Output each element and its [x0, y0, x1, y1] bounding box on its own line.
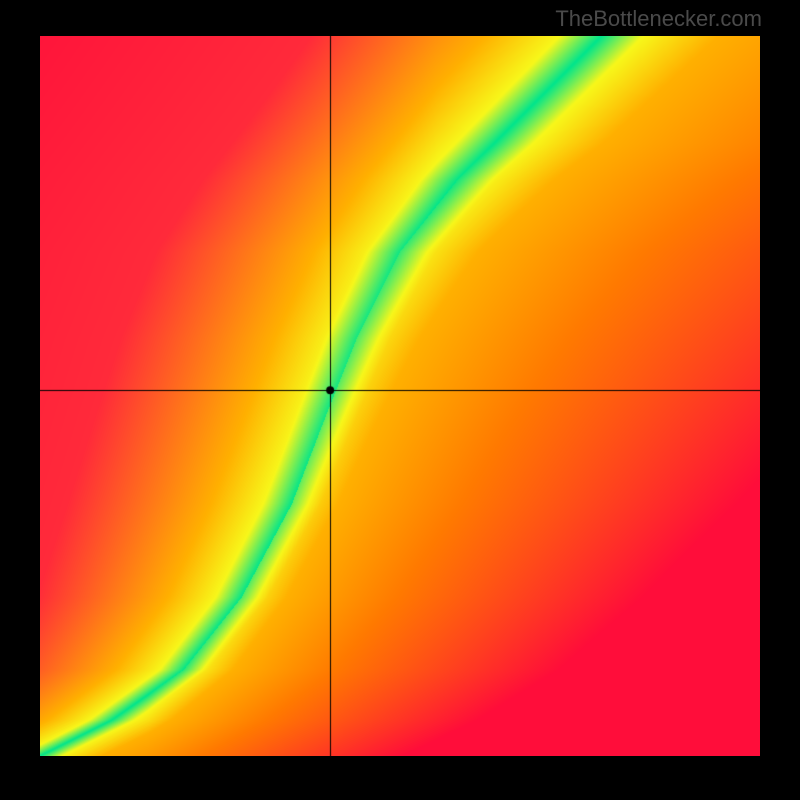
- watermark-text: TheBottlenecker.com: [555, 6, 762, 32]
- heatmap-canvas: [40, 36, 760, 756]
- heatmap-plot: [40, 36, 760, 756]
